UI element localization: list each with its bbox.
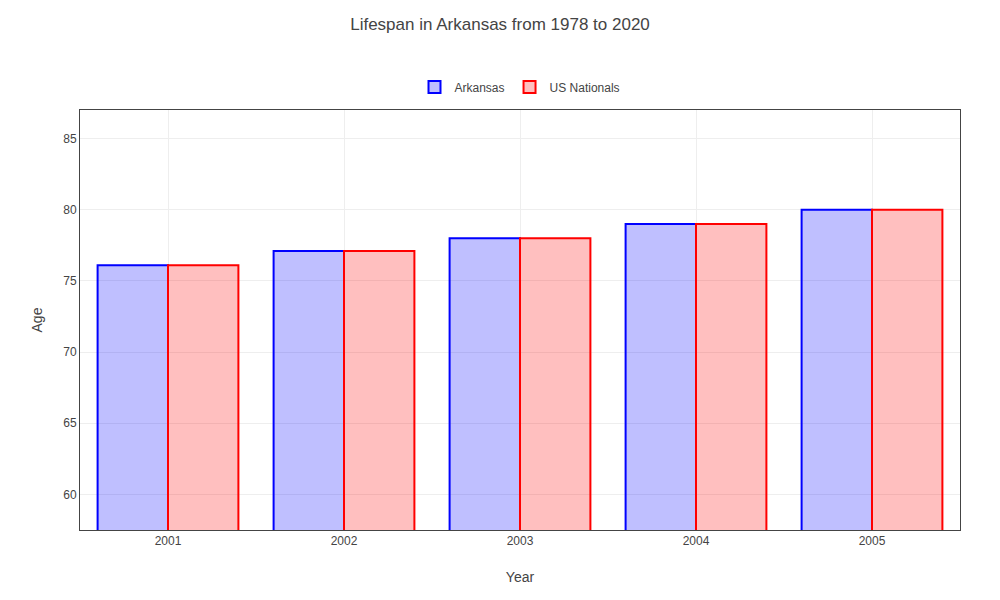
svg-text:2001: 2001 <box>155 534 182 548</box>
svg-text:Age: Age <box>29 307 45 332</box>
svg-text:85: 85 <box>63 132 77 146</box>
svg-text:2002: 2002 <box>331 534 358 548</box>
svg-text:65: 65 <box>63 416 77 430</box>
svg-text:70: 70 <box>63 345 77 359</box>
svg-text:US Nationals: US Nationals <box>550 81 620 95</box>
svg-text:80: 80 <box>63 203 77 217</box>
svg-text:60: 60 <box>63 488 77 502</box>
svg-text:Arkansas: Arkansas <box>455 81 505 95</box>
svg-text:2003: 2003 <box>507 534 534 548</box>
svg-text:Year: Year <box>506 569 535 585</box>
svg-text:2004: 2004 <box>683 534 710 548</box>
svg-text:75: 75 <box>63 274 77 288</box>
svg-text:Lifespan in Arkansas from 1978: Lifespan in Arkansas from 1978 to 2020 <box>350 15 650 34</box>
svg-text:2005: 2005 <box>859 534 886 548</box>
